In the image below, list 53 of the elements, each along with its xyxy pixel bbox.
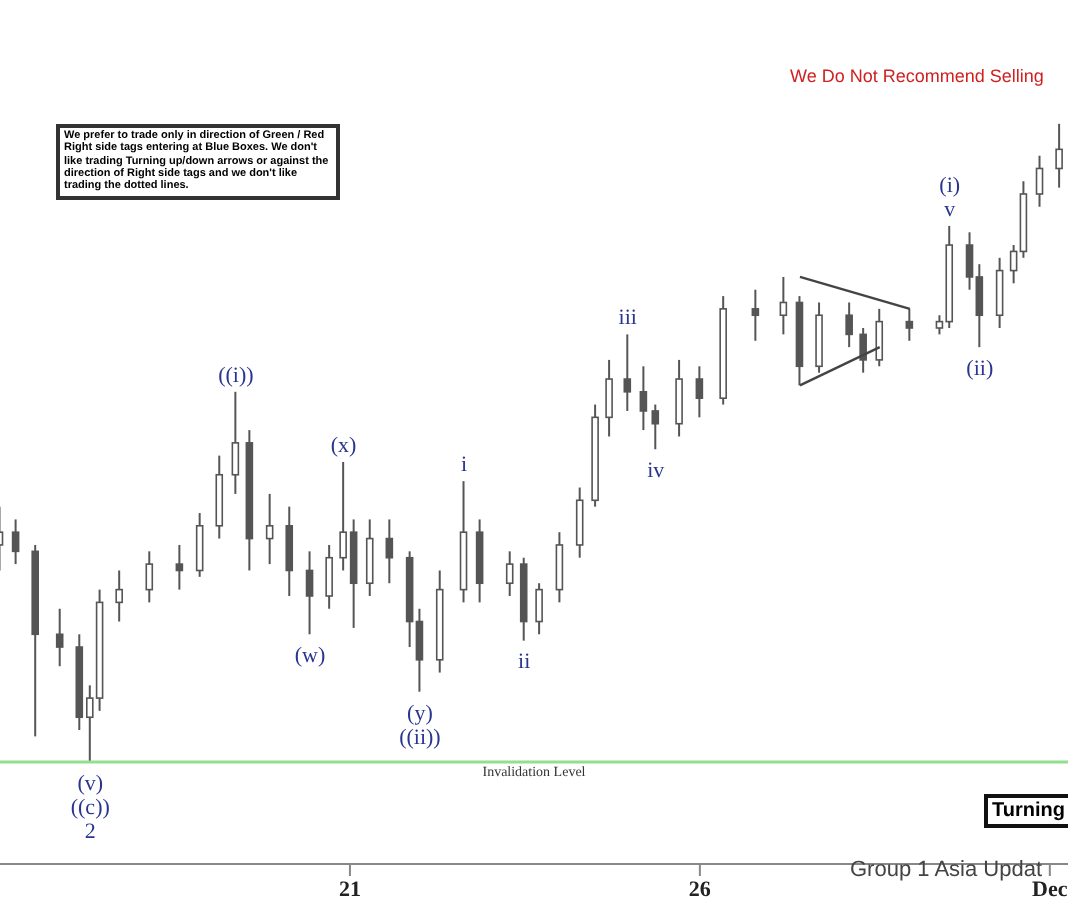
candlestick bbox=[575, 486, 584, 559]
candlestick bbox=[55, 607, 64, 668]
annotation: (i) bbox=[939, 173, 961, 198]
x-tick-label: 26 bbox=[688, 877, 712, 902]
annotation: (w) bbox=[294, 644, 326, 669]
candlestick bbox=[325, 543, 333, 610]
annotation: (x) bbox=[330, 433, 358, 458]
candlestick bbox=[695, 365, 704, 419]
candlestick bbox=[639, 365, 648, 432]
candlestick bbox=[905, 307, 914, 342]
candlestick bbox=[385, 518, 394, 585]
annotation: ((c)) bbox=[70, 795, 111, 820]
candlestick bbox=[779, 275, 788, 336]
candlestick bbox=[505, 550, 514, 597]
candlestick bbox=[265, 492, 274, 566]
annotation: 2 bbox=[84, 819, 96, 844]
candlestick bbox=[845, 301, 853, 349]
candlestick bbox=[1035, 154, 1044, 208]
annotation: ((i)) bbox=[218, 363, 255, 388]
annotation: (ii) bbox=[966, 356, 994, 381]
annotation: (y) bbox=[407, 701, 434, 726]
candlestick bbox=[605, 358, 613, 438]
candlestick bbox=[231, 390, 240, 495]
text: We Do Not Recommend Selling bbox=[790, 66, 1044, 86]
annotation: i bbox=[460, 452, 468, 477]
candlestick bbox=[995, 256, 1004, 329]
annotation: iv bbox=[647, 459, 666, 484]
candlestick bbox=[675, 358, 683, 438]
text: Group 1 Asia Updat bbox=[850, 858, 1043, 882]
candlestick bbox=[875, 307, 884, 368]
candlestick bbox=[623, 333, 632, 412]
x-tick-label: Dec bbox=[1032, 877, 1068, 902]
candlestick bbox=[285, 505, 294, 597]
candlestick bbox=[115, 569, 123, 623]
annotation: iii bbox=[618, 306, 637, 331]
annotation: ii bbox=[518, 650, 531, 675]
candlestick bbox=[11, 518, 20, 566]
candlestick bbox=[555, 531, 564, 604]
candlestick bbox=[365, 518, 374, 597]
candlestick bbox=[145, 550, 154, 604]
candlestick bbox=[859, 327, 867, 374]
x-tick-label: 21 bbox=[338, 877, 361, 902]
candlestick bbox=[175, 543, 184, 591]
annotation: v bbox=[944, 197, 957, 222]
candlestick bbox=[305, 550, 314, 636]
annotation: ((ii)) bbox=[399, 725, 442, 750]
candlestick bbox=[751, 288, 760, 342]
candlestick bbox=[1055, 122, 1063, 189]
candlestick bbox=[535, 582, 543, 636]
text: Turning bbox=[984, 794, 1068, 828]
candlestick bbox=[195, 512, 204, 578]
candlestick bbox=[651, 403, 660, 451]
annotation: (v) bbox=[77, 771, 104, 796]
